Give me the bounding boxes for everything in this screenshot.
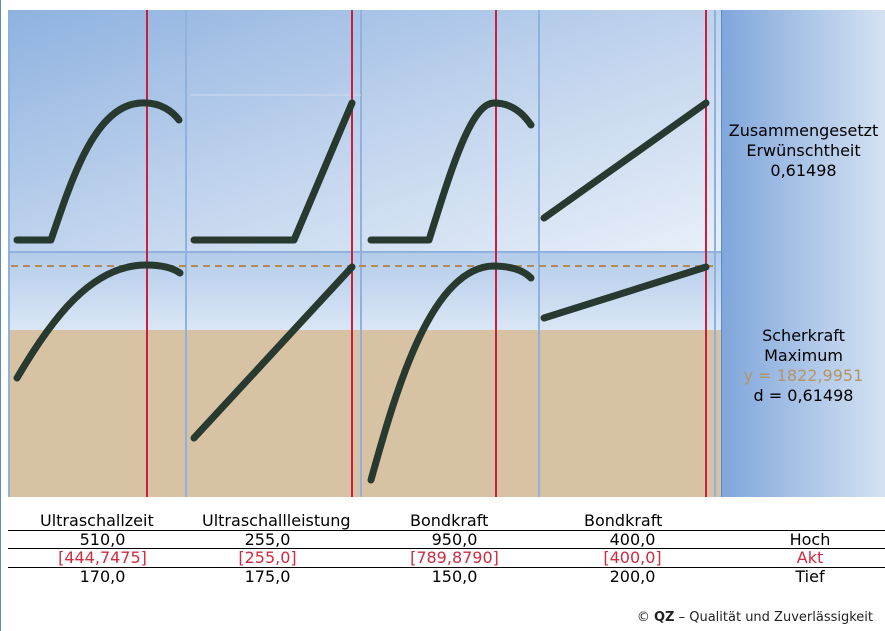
factor-header-ultraschallzeit: Ultraschallzeit — [40, 511, 154, 530]
factor-header-bondkraft-1: Bondkraft — [410, 511, 489, 530]
current-value-ultraschallzeit[interactable]: [444,7475] — [58, 548, 147, 567]
desirability-band — [9, 10, 721, 252]
response-tan-area — [9, 330, 721, 497]
response-label: Scherkraft Maximum y = 1822,9951 d = 0,6… — [722, 326, 885, 406]
response-name: Scherkraft — [762, 326, 845, 345]
table-divider-2 — [8, 548, 885, 549]
desirability-curve-bondkraft-2 — [540, 99, 710, 222]
high-value-bondkraft-2: 400,0 — [609, 530, 656, 549]
current-setting-lines[interactable] — [146, 10, 707, 497]
composite-title-line1: Zusammengesetzt — [728, 121, 879, 140]
high-value-bondkraft-1: 950,0 — [431, 530, 478, 549]
desirability-curve-ultraschallzeit — [13, 99, 183, 244]
low-value-bondkraft-2: 200,0 — [609, 567, 656, 586]
copyright-notice: © QZ – Qualität und Zuverlässigkeit — [637, 610, 873, 625]
desirability-curve-ultraschallleistung — [190, 99, 356, 244]
summary-column — [721, 10, 885, 497]
current-value-bondkraft-1[interactable]: [789,8790] — [410, 548, 499, 567]
row-label-high: Hoch — [789, 530, 831, 549]
current-value-ultraschallleistung[interactable]: [255,0] — [238, 548, 297, 567]
composite-title-line2: Erwünschtheit — [746, 141, 861, 160]
table-divider-3 — [8, 567, 885, 568]
panel-grid — [8, 10, 721, 497]
response-curve-bondkraft-1 — [367, 262, 535, 484]
response-goal: Maximum — [764, 346, 843, 365]
current-value-bondkraft-2[interactable]: [400,0] — [603, 548, 662, 567]
row-label-low: Tief — [795, 567, 825, 586]
response-curve-ultraschallleistung — [190, 263, 356, 442]
response-band — [9, 252, 721, 330]
copyright-text: – Qualität und Zuverlässigkeit — [678, 610, 873, 625]
table-divider-1 — [8, 530, 885, 531]
low-value-bondkraft-1: 150,0 — [431, 567, 478, 586]
factor-header-bondkraft-2: Bondkraft — [584, 511, 663, 530]
copyright-symbol: © — [636, 610, 650, 625]
composite-desirability-label: Zusammengesetzt Erwünschtheit 0,61498 — [722, 121, 885, 181]
composite-value: 0,61498 — [770, 161, 837, 180]
response-curve-ultraschallzeit — [13, 261, 184, 382]
response-d-value: d = 0,61498 — [753, 386, 854, 405]
factor-header-ultraschallleistung: Ultraschallleistung — [202, 511, 351, 530]
brand-logo: QZ — [653, 610, 675, 625]
response-y-value: y = 1822,9951 — [743, 366, 864, 385]
high-value-ultraschallzeit: 510,0 — [79, 530, 126, 549]
low-value-ultraschallzeit: 170,0 — [79, 567, 126, 586]
high-value-ultraschallleistung: 255,0 — [244, 530, 291, 549]
desirability-curve-bondkraft-1 — [367, 99, 535, 244]
row-label-current: Akt — [796, 548, 824, 567]
low-value-ultraschallleistung: 175,0 — [244, 567, 291, 586]
response-curve-bondkraft-2 — [540, 263, 710, 322]
